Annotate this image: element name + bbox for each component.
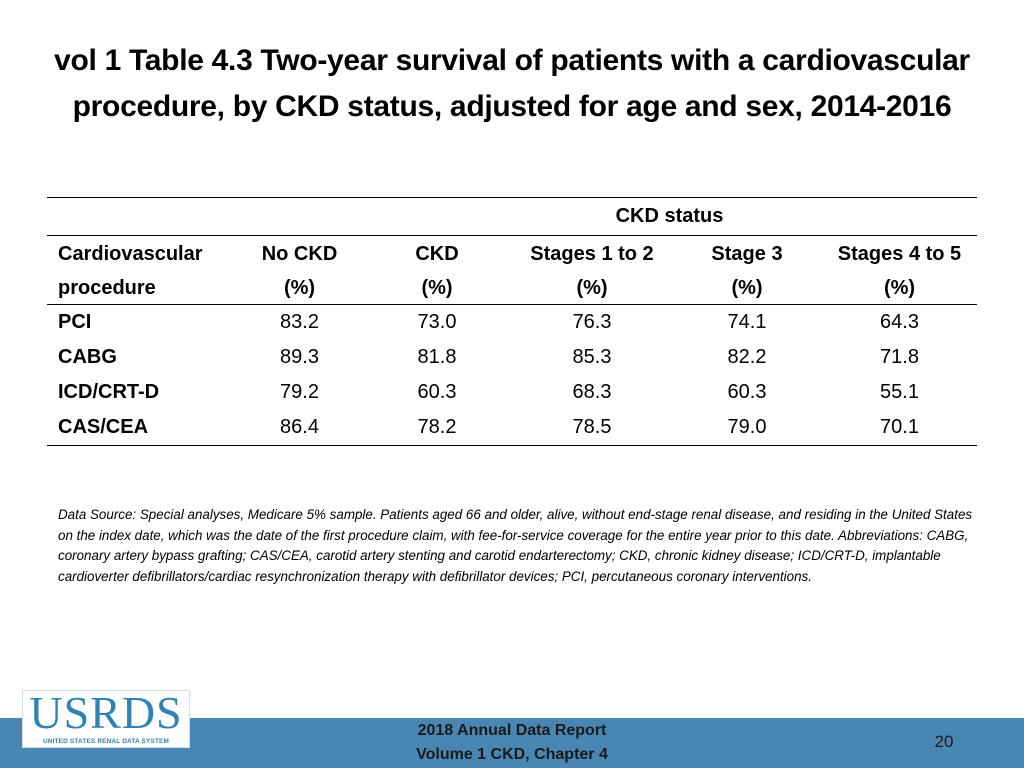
header-stages-1-2: Stages 1 to 2 — [512, 235, 672, 272]
header-ckd-unit: (%) — [362, 272, 512, 305]
row-procedure: CABG — [58, 346, 117, 368]
cell-value: 83.2 — [280, 311, 319, 333]
row-procedure: CAS/CEA — [47, 410, 237, 446]
header-no-ckd: No CKD — [237, 235, 362, 272]
header-stages-4-5-unit: (%) — [822, 272, 977, 305]
header-stage-3-unit: (%) — [672, 272, 822, 305]
table-row: ICD/CRT-D 79.2 60.3 68.3 60.3 55.1 — [47, 375, 977, 410]
logo-wordmark: USRDS — [29, 687, 183, 738]
cell-value: 71.8 — [880, 346, 919, 368]
cell-value: 78.5 — [512, 410, 672, 446]
cell-value: 79.0 — [672, 410, 822, 446]
logo-subtitle: UNITED STATES RENAL DATA SYSTEM — [42, 738, 170, 745]
title-line-1: vol 1 Table 4.3 Two-year survival of pat… — [54, 44, 970, 77]
header-stage-3: Stage 3 — [672, 235, 822, 272]
table-header-row-1: Cardiovascular No CKD CKD Stages 1 to 2 … — [47, 235, 977, 272]
cell-value: 82.2 — [727, 346, 767, 368]
row-procedure: ICD/CRT-D — [58, 381, 160, 403]
table-row: CABG 89.3 81.8 85.3 82.2 71.8 — [47, 340, 977, 375]
table-group-header-row: CKD status — [47, 197, 977, 236]
table-header-row-2: procedure (%) (%) (%) (%) (%) — [47, 272, 977, 305]
cell-value: 68.3 — [572, 381, 612, 403]
header-stages-1-2-unit: (%) — [512, 272, 672, 305]
usrds-logo: USRDS UNITED STATES RENAL DATA SYSTEM — [22, 687, 190, 748]
ckd-status-header: CKD status — [362, 197, 977, 236]
row-procedure: PCI — [58, 311, 92, 333]
header-ckd: CKD — [362, 235, 512, 272]
cell-value: 55.1 — [880, 381, 919, 403]
cell-value: 81.8 — [417, 346, 457, 368]
slide-title: vol 1 Table 4.3 Two-year survival of pat… — [30, 38, 994, 130]
report-volume: Volume 1 CKD, Chapter 4 — [416, 746, 608, 763]
cell-value: 60.3 — [417, 381, 457, 403]
header-no-ckd-unit: (%) — [237, 272, 362, 305]
cell-value: 73.0 — [417, 311, 457, 333]
cell-value: 85.3 — [572, 346, 612, 368]
table-row: CAS/CEA 86.4 78.2 78.5 79.0 70.1 — [47, 410, 977, 446]
table-row: PCI 83.2 73.0 76.3 74.1 64.3 — [47, 305, 977, 341]
cell-value: 89.3 — [280, 346, 319, 368]
header-stages-4-5: Stages 4 to 5 — [822, 235, 977, 272]
report-title: 2018 Annual Data Report — [417, 722, 607, 739]
cell-value: 86.4 — [237, 410, 362, 446]
cell-value: 60.3 — [727, 381, 767, 403]
cell-value: 78.2 — [362, 410, 512, 446]
header-procedure: Cardiovascular — [47, 235, 237, 272]
report-info: 2018 Annual Data Report Volume 1 CKD, Ch… — [352, 719, 672, 767]
header-procedure-line2: procedure — [47, 272, 237, 305]
cell-value: 79.2 — [280, 381, 319, 403]
data-source-footnote: Data Source: Special analyses, Medicare … — [58, 507, 973, 584]
title-line-2: procedure, by CKD status, adjusted for a… — [72, 90, 952, 123]
cell-value: 76.3 — [572, 311, 612, 333]
cell-value: 64.3 — [880, 311, 919, 333]
page-number: 20 — [934, 732, 954, 751]
cell-value: 74.1 — [727, 311, 767, 333]
cell-value: 70.1 — [822, 410, 977, 446]
survival-table: CKD status Cardiovascular No CKD CKD Sta… — [47, 197, 977, 446]
